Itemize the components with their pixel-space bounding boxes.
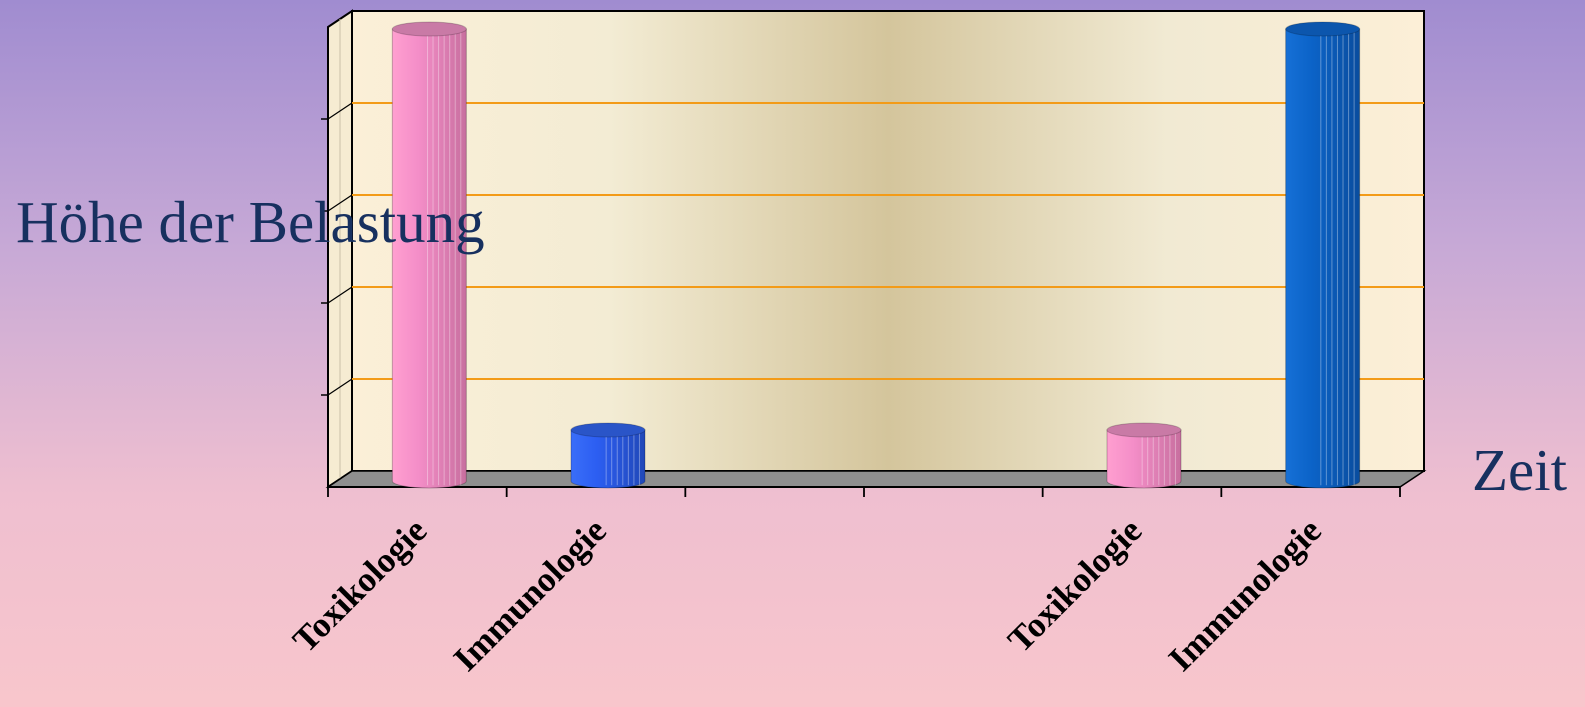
plot-frame [325,9,1427,489]
bar [391,21,467,489]
back-wall [351,10,1425,472]
bars [391,21,1361,489]
bar [1106,422,1182,489]
bar [1285,21,1361,489]
x-axis [327,27,1401,497]
bar-body [1106,429,1182,489]
bar-cap [570,422,646,438]
bar-body [1285,28,1361,489]
bar-body [570,429,646,489]
x-axis-label: Zeit [1472,437,1568,503]
bar-cap [391,21,467,37]
bar-cap [1285,21,1361,37]
gridline-side [327,194,353,212]
gridline-side [327,378,353,396]
y-axis-label: Höhe der Belastung [16,189,485,255]
bar-body [391,28,467,489]
gridlines [321,102,1424,396]
gridline-side [327,286,353,304]
gridline-side [327,102,353,120]
bar-cap [1106,422,1182,438]
bar [570,422,646,489]
floor [325,470,1427,488]
